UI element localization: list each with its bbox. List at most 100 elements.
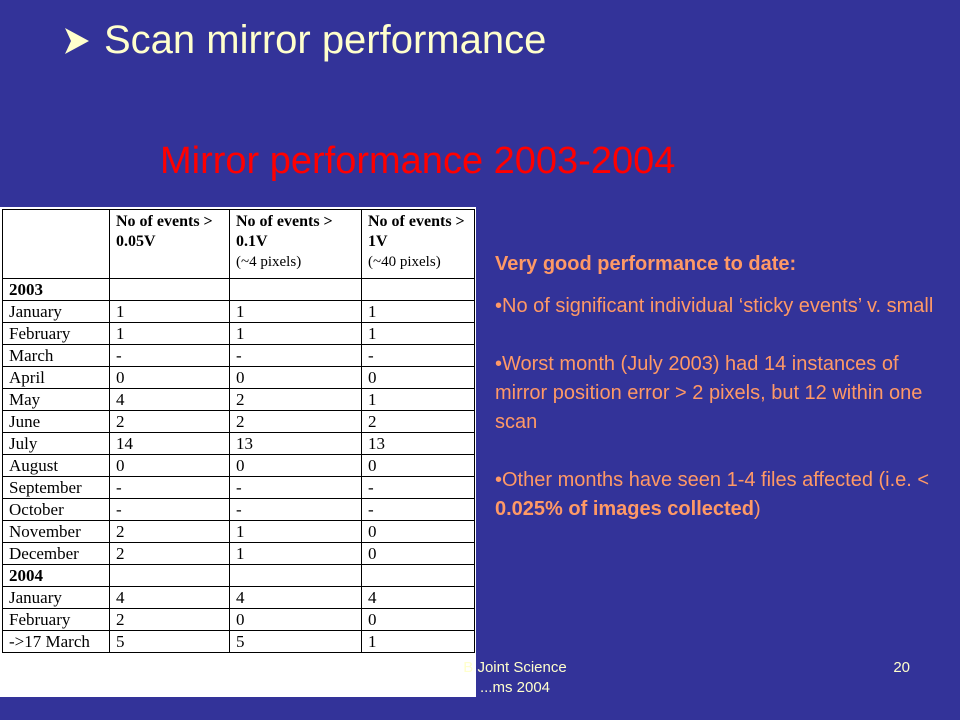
event-count-cell: 1 [361, 388, 475, 411]
slide-subtitle: Mirror performance 2003-2004 [160, 140, 676, 182]
event-count-cell: - [361, 344, 475, 367]
month-label: April [2, 366, 110, 389]
table-row: October - - - [2, 498, 475, 521]
header-note: (~4 pixels) [236, 254, 302, 270]
summary-panel: Very good performance to date: •No of si… [495, 250, 935, 524]
header-label: No of events > 1V [368, 213, 465, 250]
slide-heading: Scan mirror performance [62, 18, 546, 63]
event-count-cell: 0 [229, 608, 362, 631]
table-row: December 2 1 0 [2, 542, 475, 565]
header-label: No of events > 0.05V [116, 213, 213, 250]
table-row: July 14 13 13 [2, 432, 475, 455]
header-note: (~40 pixels) [368, 254, 441, 270]
event-count-cell: 0 [229, 366, 362, 389]
mirror-events-table: No of events > 0.05V No of events > 0.1V (… [2, 209, 475, 653]
event-count-cell: 0 [229, 454, 362, 477]
event-count-cell: 5 [109, 630, 230, 653]
event-count-cell [361, 278, 475, 301]
event-count-cell [361, 564, 475, 587]
event-count-cell: 0 [361, 608, 475, 631]
event-count-cell: 1 [361, 322, 475, 345]
month-label: ->17 March [2, 630, 110, 653]
slide-number: 20 [893, 659, 910, 676]
table-row: November 2 1 0 [2, 520, 475, 543]
month-label: January [2, 300, 110, 323]
event-count-cell: 0 [361, 454, 475, 477]
event-count-cell: 2 [109, 608, 230, 631]
table-row: February 2 0 0 [2, 608, 475, 631]
event-count-cell: - [109, 498, 230, 521]
event-count-cell: - [109, 344, 230, 367]
table-header-cell: No of events > 0.05V [109, 209, 230, 279]
footer-line-1: B Joint Science [463, 659, 567, 676]
table-row: June 2 2 2 [2, 410, 475, 433]
table-row: April 0 0 0 [2, 366, 475, 389]
month-label: March [2, 344, 110, 367]
event-count-cell: 2 [361, 410, 475, 433]
event-count-cell: 1 [109, 322, 230, 345]
month-label: October [2, 498, 110, 521]
table-header-row: No of events > 0.05V No of events > 0.1V (… [2, 209, 475, 279]
slide-heading-text: Scan mirror performance [104, 18, 547, 62]
footer-line-2: ...ms 2004 [479, 679, 551, 696]
summary-bullet-sticky-events: •No of significant individual ‘sticky ev… [495, 295, 934, 317]
month-label: July [2, 432, 110, 455]
event-count-cell: 14 [109, 432, 230, 455]
table-row: February 1 1 1 [2, 322, 475, 345]
table-row: January 4 4 4 [2, 586, 475, 609]
event-count-cell: 0 [109, 454, 230, 477]
event-count-cell: 0 [361, 366, 475, 389]
event-count-cell: 2 [109, 520, 230, 543]
event-count-cell: 1 [361, 630, 475, 653]
event-count-cell: 0 [361, 542, 475, 565]
event-count-cell: 1 [229, 542, 362, 565]
event-count-cell: 13 [229, 432, 362, 455]
month-label: September [2, 476, 110, 499]
event-count-cell: 4 [109, 586, 230, 609]
event-count-cell: 2 [109, 542, 230, 565]
table-header-cell: No of events > 0.1V (~4 pixels) [229, 209, 362, 279]
event-count-cell [109, 564, 230, 587]
table-row: September - - - [2, 476, 475, 499]
table-body: 2003 January 1 1 1 February 1 1 1 March - - - April 0 0… [2, 278, 475, 653]
month-label: November [2, 520, 110, 543]
event-count-cell: - [361, 498, 475, 521]
table-row: January 1 1 1 [2, 300, 475, 323]
event-count-cell: 2 [109, 410, 230, 433]
month-label: May [2, 388, 110, 411]
table-row: August 0 0 0 [2, 454, 475, 477]
summary-bullet-worst-month: •Worst month (July 2003) had 14 instance… [495, 353, 923, 433]
summary-bullet3-highlight: 0.025% of images collected [495, 498, 755, 520]
summary-lead: Very good performance to date: [495, 253, 797, 275]
event-count-cell [109, 278, 230, 301]
table-header-cell [2, 209, 110, 279]
event-count-cell: 1 [109, 300, 230, 323]
summary-bullet3-end: ) [754, 498, 761, 520]
arrow-right-icon [65, 27, 89, 54]
table-row: March - - - [2, 344, 475, 367]
event-count-cell: - [229, 498, 362, 521]
events-table-panel: No of events > 0.05V No of events > 0.1V (… [0, 207, 476, 697]
month-label: August [2, 454, 110, 477]
event-count-cell: - [109, 476, 230, 499]
month-label: February [2, 322, 110, 345]
event-count-cell: 2 [229, 388, 362, 411]
event-count-cell: 1 [229, 520, 362, 543]
event-count-cell: - [229, 344, 362, 367]
event-count-cell: 4 [229, 586, 362, 609]
summary-bullet-other-months: •Other months have seen 1-4 files affect… [495, 466, 935, 524]
header-label: No of events > 0.1V [236, 213, 333, 250]
table-row: ->17 March 5 5 1 [2, 630, 475, 653]
slide-footer: B Joint Science ...ms 2004 [420, 658, 610, 698]
event-count-cell [229, 564, 362, 587]
table-header-cell: No of events > 1V (~40 pixels) [361, 209, 475, 279]
event-count-cell: 13 [361, 432, 475, 455]
event-count-cell: 1 [229, 322, 362, 345]
event-count-cell: 1 [229, 300, 362, 323]
event-count-cell: 0 [361, 520, 475, 543]
year-label: 2003 [2, 278, 110, 301]
month-label: February [2, 608, 110, 631]
year-label: 2004 [2, 564, 110, 587]
month-label: December [2, 542, 110, 565]
event-count-cell: - [361, 476, 475, 499]
